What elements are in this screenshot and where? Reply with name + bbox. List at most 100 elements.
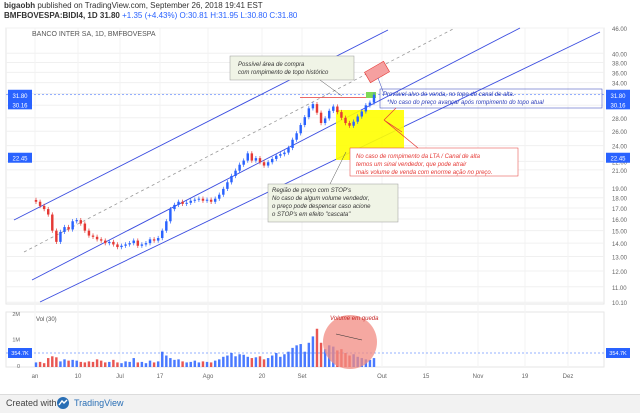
price-tag-left-label: 22.45 [12, 157, 28, 163]
volume-bar [34, 362, 38, 367]
volume-bar [311, 336, 315, 367]
x-tick-label: 20 [259, 374, 266, 380]
y-tick-label: 10.10 [612, 301, 628, 307]
author-name[interactable]: bigaobh [4, 1, 36, 10]
sell-target-pointer [377, 77, 385, 95]
volume-highlight [323, 315, 377, 369]
candle-body [250, 153, 254, 161]
x-tick-label: 19 [522, 374, 529, 380]
price-tag-left [8, 152, 32, 163]
volume-tag-left [8, 348, 32, 358]
axes: 46.0040.0038.0036.0034.0032.0030.0028.00… [8, 27, 630, 380]
volume-bar [173, 359, 176, 367]
volume-bar [116, 362, 119, 367]
volume-bar [104, 362, 107, 367]
volume-pane: Vol (30) Volume em queda [6, 315, 604, 369]
candle-body [344, 117, 347, 124]
candle-body [303, 117, 306, 126]
volume-drop-note: Volume em queda [330, 316, 379, 322]
y-tick-label: 28.00 [612, 117, 628, 123]
candle-body [319, 112, 323, 124]
volume-bar [87, 361, 91, 367]
candle-body [356, 116, 359, 122]
candle-body [275, 155, 278, 159]
volume-bar [46, 358, 50, 367]
candle-body [185, 202, 188, 204]
volume-bar [38, 361, 42, 367]
volume-bar [112, 359, 115, 367]
candle-body [148, 239, 152, 244]
volume-bar [148, 360, 152, 367]
buy-area-note-box [229, 55, 355, 81]
candle-body [120, 245, 123, 248]
candle-body [262, 162, 266, 166]
ohlc-values: O:30.81 H:31.95 L:30.80 C:31.80 [179, 11, 298, 20]
candle-body [87, 230, 91, 236]
volume-tag-label: 354.7K [609, 351, 627, 357]
candle-body [128, 243, 131, 245]
candle-body [116, 244, 119, 248]
volume-bar [189, 361, 192, 367]
footer-bar: Created with TradingView [0, 394, 640, 413]
candle-body [189, 200, 192, 203]
candle-body [152, 239, 156, 241]
candle-body [63, 227, 66, 232]
candle-body [209, 199, 213, 202]
candle-body [140, 244, 144, 246]
volume-bar [213, 360, 217, 367]
x-tick-label: Dez [563, 374, 574, 380]
volume-bar [193, 360, 197, 367]
y-tick-label: 16.00 [612, 218, 628, 224]
volume-bar [124, 361, 127, 367]
candle-body [311, 104, 315, 109]
buy-area-pointer [319, 79, 343, 97]
channel-bottom-line [39, 31, 601, 303]
volume-bar [75, 360, 78, 367]
volume-bar [319, 342, 323, 367]
candle-body [108, 241, 111, 244]
price-tag-left [8, 89, 32, 100]
volume-bar [372, 358, 376, 367]
tradingview-brand-link[interactable]: TradingView [74, 398, 124, 408]
candle-body [38, 201, 42, 206]
candle-body [238, 164, 241, 171]
volume-bar [91, 361, 95, 367]
volume-bar [291, 347, 294, 367]
y-tick-label: 18.00 [612, 197, 628, 203]
y-tick-label: 22.00 [612, 160, 628, 166]
stop-note-text: Região de preço com STOP's [272, 188, 351, 194]
price-tag [606, 152, 630, 163]
volume-bar [246, 356, 249, 367]
candle-body [169, 209, 172, 222]
tradingview-logo-icon [57, 397, 69, 409]
candle-body [197, 198, 201, 200]
volume-bar [67, 360, 70, 367]
candle-body [193, 199, 197, 201]
candle-body [124, 244, 127, 246]
volume-bar [218, 359, 221, 367]
volume-bar [201, 361, 205, 367]
volume-tick-label: 0 [17, 364, 20, 370]
volume-bar [287, 351, 290, 367]
candle-body [254, 158, 258, 161]
volume-bar [258, 356, 262, 367]
y-tick-label: 13.00 [612, 256, 628, 262]
candle-body [291, 139, 294, 148]
volume-bar [266, 358, 270, 367]
volume-bar [128, 361, 131, 367]
price-tag-label: 22.45 [610, 157, 626, 163]
x-tick-label: Set [297, 374, 306, 380]
y-tick-label: 11.00 [612, 286, 627, 292]
candle-body [360, 111, 364, 117]
published-text: published on TradingView.com, September … [37, 1, 263, 10]
y-tick-label: 46.00 [612, 27, 628, 33]
candle-body [95, 236, 99, 240]
price-chart[interactable]: Vol (30) Volume em queda 46.00 40.00 38.00 3… [0, 22, 640, 394]
target-zone [364, 60, 390, 84]
volume-bar [262, 359, 266, 367]
y-tick-label: 14.00 [612, 242, 628, 248]
y-tick-label: 17.00 [612, 207, 628, 213]
candle-body [246, 153, 249, 161]
volume-bar [63, 359, 66, 367]
price-tag-left-label: 31.80 [12, 94, 28, 100]
